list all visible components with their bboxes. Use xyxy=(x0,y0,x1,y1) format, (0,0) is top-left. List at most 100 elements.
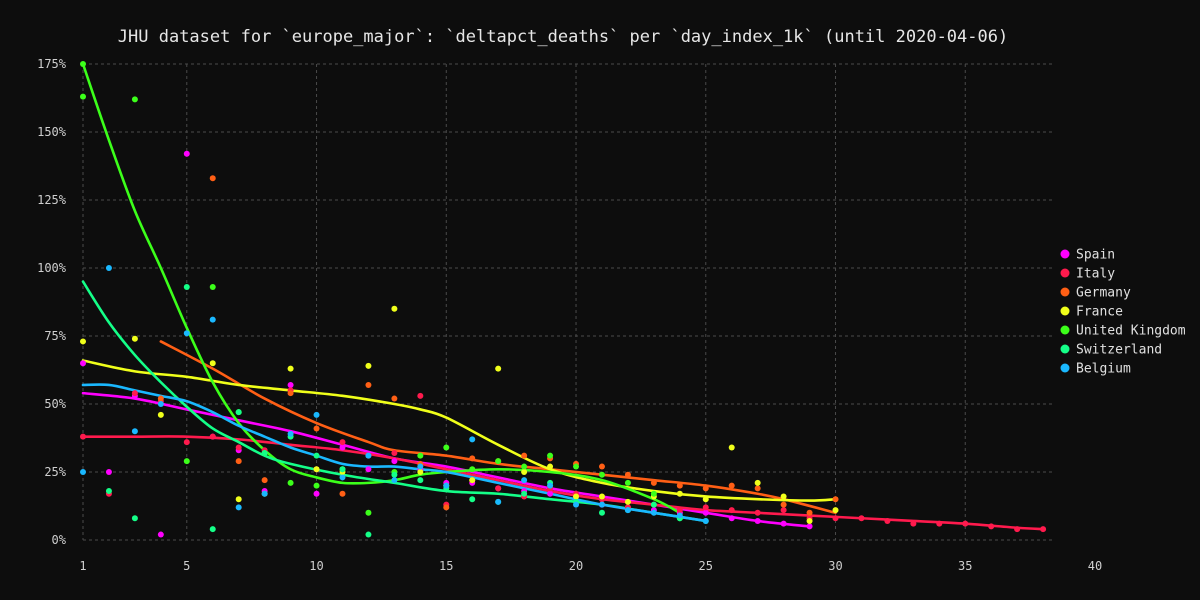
data-point-germany xyxy=(728,482,735,489)
trend-lines xyxy=(81,62,1045,531)
data-point-france xyxy=(573,493,580,500)
trend-line-france xyxy=(81,359,837,502)
y-tick-label: 100% xyxy=(37,261,67,275)
data-point-belgium xyxy=(131,428,138,435)
data-point-france xyxy=(754,479,761,486)
legend-label-switzerland: Switzerland xyxy=(1076,343,1162,358)
x-tick-label: 30 xyxy=(828,559,842,573)
data-point-spain xyxy=(547,490,554,497)
data-point-italy xyxy=(1040,526,1047,533)
trend-line-switzerland xyxy=(81,280,708,523)
data-point-belgium xyxy=(417,463,424,470)
data-point-switzerland xyxy=(650,501,657,508)
data-point-france xyxy=(313,466,320,473)
x-tick-label: 15 xyxy=(439,559,453,573)
data-point-italy xyxy=(936,520,943,527)
data-point-belgium xyxy=(573,501,580,508)
data-point-italy xyxy=(754,509,761,516)
data-point-belgium xyxy=(495,498,502,505)
data-point-united-kingdom xyxy=(547,452,554,459)
data-point-france xyxy=(365,362,372,369)
data-point-switzerland xyxy=(521,490,528,497)
data-point-switzerland xyxy=(183,284,190,291)
data-point-italy xyxy=(131,390,138,397)
legend-marker-switzerland xyxy=(1060,344,1070,354)
data-point-switzerland xyxy=(391,471,398,478)
x-tick-label: 5 xyxy=(183,559,190,573)
data-point-italy xyxy=(884,517,891,524)
data-point-italy xyxy=(676,507,683,514)
y-tick-label: 75% xyxy=(44,329,66,343)
trend-line-spain xyxy=(81,391,811,528)
scatter-points xyxy=(80,61,1047,538)
legend-label-belgium: Belgium xyxy=(1076,362,1131,377)
y-tick-label: 25% xyxy=(44,465,66,479)
chart-title: JHU dataset for `europe_major`: `deltapc… xyxy=(118,27,1008,47)
data-point-united-kingdom xyxy=(183,458,190,465)
legend-label-germany: Germany xyxy=(1076,286,1131,301)
data-point-united-kingdom xyxy=(443,444,450,451)
data-point-united-kingdom xyxy=(650,490,657,497)
legend: Spain Italy Germany France United Kingdom Swi… xyxy=(1060,248,1186,377)
data-point-united-kingdom xyxy=(469,466,476,473)
data-point-spain xyxy=(313,490,320,497)
data-point-switzerland xyxy=(598,509,605,516)
data-point-italy xyxy=(235,444,242,451)
data-point-spain xyxy=(728,515,735,522)
data-point-belgium xyxy=(391,477,398,484)
data-point-germany xyxy=(832,496,839,503)
data-point-france xyxy=(702,496,709,503)
data-point-germany xyxy=(235,458,242,465)
data-point-united-kingdom xyxy=(131,96,138,103)
data-point-france xyxy=(131,335,138,342)
data-point-france xyxy=(624,498,631,505)
data-point-france xyxy=(417,469,424,475)
legend-marker-france xyxy=(1060,306,1070,316)
data-point-united-kingdom xyxy=(573,463,580,470)
data-point-united-kingdom xyxy=(313,482,320,489)
data-point-germany xyxy=(443,504,450,511)
data-point-italy xyxy=(1014,526,1021,533)
data-point-france xyxy=(287,365,294,372)
data-point-belgium xyxy=(339,474,346,481)
data-point-united-kingdom xyxy=(624,479,631,486)
data-point-switzerland xyxy=(235,409,242,416)
data-point-belgium xyxy=(547,482,554,489)
data-point-france xyxy=(469,477,476,484)
data-point-belgium xyxy=(443,482,450,489)
data-point-france xyxy=(598,493,605,500)
data-point-belgium xyxy=(469,436,476,443)
data-point-germany xyxy=(754,485,761,492)
trend-line-italy xyxy=(81,435,1045,531)
data-point-germany xyxy=(157,395,164,402)
legend-label-france: France xyxy=(1076,305,1123,320)
data-point-spain xyxy=(287,381,294,388)
data-point-switzerland xyxy=(261,449,268,456)
data-point-switzerland xyxy=(131,515,138,522)
y-tick-label: 175% xyxy=(37,57,67,71)
data-point-italy xyxy=(209,433,216,440)
data-point-france xyxy=(495,365,502,372)
data-point-switzerland xyxy=(365,531,372,538)
data-point-spain xyxy=(105,469,112,475)
data-point-belgium xyxy=(624,507,631,514)
legend-marker-germany xyxy=(1060,287,1070,297)
y-axis-tick-labels: 0% 25% 50% 75% 100% 125% 150% 175% xyxy=(37,57,67,547)
data-point-belgium xyxy=(287,430,294,437)
data-point-germany xyxy=(469,455,476,462)
data-point-italy xyxy=(728,507,735,514)
data-point-switzerland xyxy=(105,488,112,495)
x-tick-label: 35 xyxy=(958,559,972,573)
data-point-switzerland xyxy=(417,477,424,484)
data-point-france xyxy=(780,493,787,500)
data-point-italy xyxy=(417,392,424,399)
data-point-italy xyxy=(962,520,969,527)
y-tick-label: 150% xyxy=(37,125,67,139)
data-point-germany xyxy=(339,490,346,497)
data-point-italy xyxy=(391,449,398,456)
data-point-germany xyxy=(287,390,294,397)
data-point-spain xyxy=(780,520,787,527)
data-point-germany xyxy=(365,381,372,388)
data-point-italy xyxy=(780,507,787,514)
